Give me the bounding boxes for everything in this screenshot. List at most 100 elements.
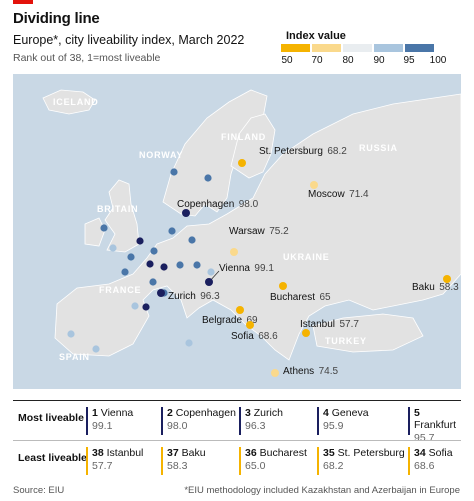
city-name: St. Petersburg — [259, 146, 323, 157]
legend-swatches — [281, 44, 434, 52]
table-top-rule — [13, 400, 461, 401]
rank-number: 37 — [167, 447, 179, 459]
legend-ticks: 50 70 80 90 95 100 — [279, 55, 447, 67]
rank-number: 36 — [245, 447, 257, 459]
city-dot — [185, 339, 193, 347]
city-value: 57.7 — [339, 319, 359, 330]
city-value: 58.3 — [439, 282, 459, 293]
rank-value: 96.3 — [245, 420, 266, 432]
rank-item: 34 Sofia 68.6 — [408, 447, 453, 475]
rank-number: 1 — [92, 407, 98, 419]
country-label-ukraine: UKRAINE — [283, 252, 330, 262]
city-dot — [160, 263, 168, 271]
rank-item: 37 Baku 58.3 — [161, 447, 206, 475]
legend-tick: 90 — [373, 55, 385, 66]
rank-city: Zurich — [253, 407, 283, 419]
city-dot — [136, 237, 144, 245]
rank-city: Copenhagen — [175, 407, 236, 419]
legend-title: Index value — [286, 30, 346, 42]
rank-city: Bucharest — [259, 447, 307, 459]
city-name: Copenhagen — [177, 199, 234, 210]
city-dot-bucharest — [279, 282, 287, 290]
city-label-bucharest: Bucharest 65 — [270, 287, 331, 304]
city-label-vienna: Vienna 99.1 — [219, 258, 274, 275]
city-dot — [207, 268, 215, 276]
least-liveable-label: Least liveable — [18, 452, 87, 464]
iceland-shape — [42, 89, 96, 115]
rank-item: 4 Geneva 95.9 — [317, 407, 369, 435]
city-dot-st-petersburg — [238, 159, 246, 167]
city-value: 68.2 — [327, 146, 347, 157]
rank-item: 1 Vienna 99.1 — [86, 407, 133, 435]
city-value: 74.5 — [319, 366, 339, 377]
city-dot — [168, 227, 176, 235]
city-dot — [188, 236, 196, 244]
city-name: Warsaw — [229, 226, 266, 237]
city-dot — [121, 268, 129, 276]
rank-city: Sofia — [428, 447, 453, 459]
rank-number: 2 — [167, 407, 173, 419]
country-label-norway: NORWAY — [139, 150, 183, 160]
rank-number: 34 — [414, 447, 426, 459]
city-dot-sofia — [246, 321, 254, 329]
city-dot-belgrade — [236, 306, 244, 314]
city-dot — [67, 330, 75, 338]
city-dot — [204, 174, 212, 182]
rank-value: 95.7 — [414, 432, 435, 444]
brand-bar — [13, 0, 33, 4]
legend-tick: 100 — [429, 55, 447, 66]
country-label-iceland: ICELAND — [53, 97, 99, 107]
city-dot — [131, 302, 139, 310]
city-dot — [193, 261, 201, 269]
city-dot — [149, 278, 157, 286]
city-dot — [109, 244, 117, 252]
rank-number: 38 — [92, 447, 104, 459]
city-dot — [127, 253, 135, 261]
city-name: Vienna — [219, 263, 250, 274]
britain-shape — [104, 179, 140, 253]
city-value: 96.3 — [200, 291, 220, 302]
rank-city: Frankfurt — [414, 419, 457, 431]
city-value: 75.2 — [269, 226, 289, 237]
rank-value: 68.2 — [323, 460, 344, 472]
country-label-france: FRANCE — [99, 285, 141, 295]
legend-swatch-3 — [343, 44, 372, 52]
city-name: Baku — [412, 282, 435, 293]
rank-city: Geneva — [331, 407, 369, 419]
rank-value: 99.1 — [92, 420, 113, 432]
country-label-spain: SPAIN — [59, 352, 90, 362]
city-name: Athens — [283, 366, 314, 377]
country-label-britain: BRITAIN — [97, 204, 138, 214]
city-dot-copenhagen — [182, 209, 190, 217]
country-label-turkey: TURKEY — [325, 336, 367, 346]
rank-note: Rank out of 38, 1=most liveable — [13, 52, 161, 64]
city-dot — [176, 261, 184, 269]
city-value: 69 — [246, 315, 258, 326]
rank-item: 36 Bucharest 65.0 — [239, 447, 307, 475]
rank-item: 38 Istanbul 57.7 — [86, 447, 143, 475]
city-value: 98.0 — [239, 199, 259, 210]
city-name: Moscow — [308, 189, 345, 200]
city-dot — [92, 345, 100, 353]
rank-value: 68.6 — [414, 460, 435, 472]
rank-city: Vienna — [100, 407, 134, 419]
city-label-copenhagen: Copenhagen 98.0 — [177, 194, 259, 211]
mainland-europe-shape — [54, 93, 461, 361]
rank-number: 35 — [323, 447, 335, 459]
rank-value: 95.9 — [323, 420, 344, 432]
footnote: *EIU methodology included Kazakhstan and… — [184, 485, 460, 496]
city-label-st-petersburg: St. Petersburg 68.2 — [259, 141, 347, 158]
most-liveable-row: Most liveable 1 Vienna 99.1 2 Copenhagen… — [13, 407, 461, 444]
city-label-warsaw: Warsaw 75.2 — [229, 221, 289, 238]
city-dot — [146, 260, 154, 268]
city-dot-baku — [443, 275, 451, 283]
rank-city: Baku — [181, 447, 206, 459]
city-name: Bucharest — [270, 292, 315, 303]
chart-title: Dividing line — [13, 10, 100, 27]
city-name: Sofia — [231, 331, 254, 342]
city-label-zurich: Zurich 96.3 — [168, 286, 220, 303]
city-dot — [170, 168, 178, 176]
rank-item: 5 Frankfurt 95.7 — [408, 407, 461, 444]
legend-tick: 95 — [403, 55, 415, 66]
europe-map: ICELAND FINLAND NORWAY RUSSIA BRITAIN UK… — [13, 74, 461, 389]
